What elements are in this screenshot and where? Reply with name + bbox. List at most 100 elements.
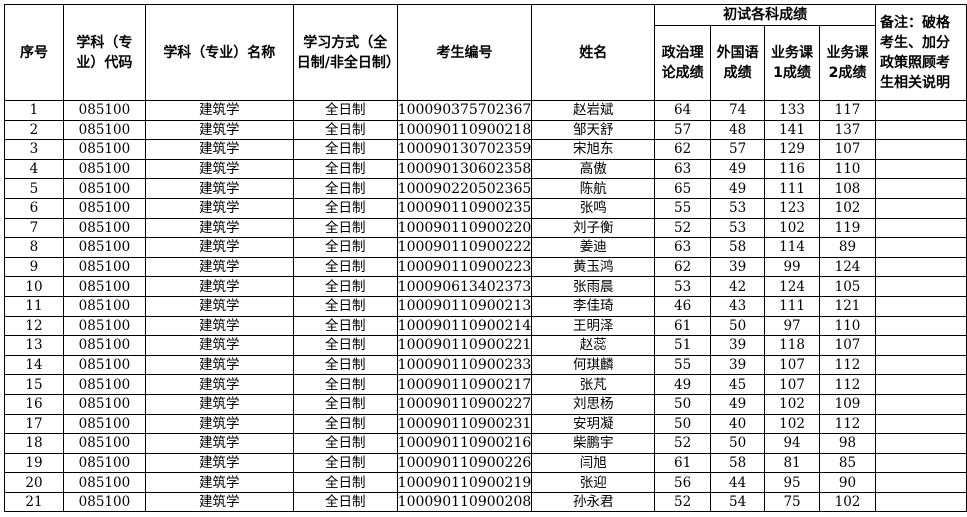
cell-student-name: 高傲 — [531, 158, 656, 180]
score-table: 序号 学科（专业）代码 学科（专业）名称 学习方式（全日制/非全日制） 考生编号… — [4, 4, 967, 513]
cell-code: 085100 — [62, 276, 146, 297]
cell-course2: 98 — [819, 433, 876, 454]
header-exam-id: 考生编号 — [396, 4, 533, 101]
cell-exam-id: 100090110900214 — [396, 315, 533, 337]
cell-seq: 3 — [4, 139, 64, 160]
cell-course1: 114 — [764, 237, 821, 258]
cell-course2: 112 — [819, 374, 876, 395]
cell-code: 085100 — [62, 335, 146, 356]
cell-politics: 46 — [654, 295, 712, 317]
cell-study-mode: 全日制 — [292, 217, 398, 239]
cell-study-mode: 全日制 — [292, 237, 398, 258]
cell-course1: 95 — [764, 472, 821, 493]
cell-note — [874, 374, 967, 395]
cell-student-name: 黄玉鸿 — [531, 256, 656, 278]
table-row: 11 085100 建筑学 全日制 100090110900213 李佳琦 46 43 111 1… — [4, 295, 967, 317]
cell-note — [874, 139, 967, 160]
cell-study-mode: 全日制 — [292, 158, 398, 180]
table-row: 7 085100 建筑学 全日制 100090110900220 刘子衡 52 53 102 11… — [4, 217, 967, 239]
cell-exam-id: 100090110900227 — [396, 393, 533, 415]
header-code: 学科（专业）代码 — [62, 4, 146, 101]
cell-seq: 9 — [4, 256, 64, 278]
cell-exam-id: 100090613402373 — [396, 276, 533, 297]
cell-seq: 8 — [4, 237, 64, 258]
cell-course1: 94 — [764, 433, 821, 454]
table-row: 2 085100 建筑学 全日制 100090110900218 邹天舒 57 48 141 13… — [4, 119, 967, 141]
cell-course2: 124 — [819, 256, 876, 278]
cell-course2: 137 — [819, 119, 876, 141]
cell-course1: 141 — [764, 119, 821, 141]
cell-code: 085100 — [62, 237, 146, 258]
cell-note — [874, 315, 967, 337]
cell-study-mode: 全日制 — [292, 276, 398, 297]
cell-politics: 50 — [654, 413, 712, 435]
cell-student-name: 张雨晨 — [531, 276, 656, 297]
cell-course2: 105 — [819, 276, 876, 297]
cell-foreign-language: 57 — [710, 139, 766, 160]
cell-exam-id: 100090130702359 — [396, 139, 533, 160]
cell-study-mode: 全日制 — [292, 393, 398, 415]
cell-course2: 89 — [819, 237, 876, 258]
cell-course2: 110 — [819, 315, 876, 337]
cell-exam-id: 100090130602358 — [396, 158, 533, 180]
cell-course2: 112 — [819, 354, 876, 376]
cell-course2: 109 — [819, 393, 876, 415]
cell-politics: 65 — [654, 178, 712, 199]
cell-seq: 6 — [4, 197, 64, 219]
cell-course1: 107 — [764, 374, 821, 395]
cell-seq: 17 — [4, 413, 64, 435]
cell-course2: 102 — [819, 491, 876, 513]
cell-course1: 75 — [764, 491, 821, 513]
cell-code: 085100 — [62, 100, 146, 121]
cell-note — [874, 491, 967, 513]
cell-foreign-language: 44 — [710, 472, 766, 493]
cell-course1: 129 — [764, 139, 821, 160]
cell-foreign-language: 50 — [710, 315, 766, 337]
cell-course1: 133 — [764, 100, 821, 121]
cell-student-name: 邹天舒 — [531, 119, 656, 141]
header-note: 备注：破格考生、加分政策照顾考生相关说明 — [874, 4, 967, 101]
cell-seq: 11 — [4, 295, 64, 317]
header-seq: 序号 — [4, 4, 64, 101]
cell-foreign-language: 53 — [710, 217, 766, 239]
cell-major-name: 建筑学 — [144, 100, 294, 121]
cell-exam-id: 100090110900213 — [396, 295, 533, 317]
cell-code: 085100 — [62, 374, 146, 395]
cell-student-name: 李佳琦 — [531, 295, 656, 317]
cell-course1: 97 — [764, 315, 821, 337]
table-row: 13 085100 建筑学 全日制 100090110900221 赵蕊 51 39 118 10… — [4, 335, 967, 356]
cell-foreign-language: 53 — [710, 197, 766, 219]
cell-seq: 5 — [4, 178, 64, 199]
cell-foreign-language: 48 — [710, 119, 766, 141]
cell-course1: 102 — [764, 217, 821, 239]
cell-exam-id: 100090110900221 — [396, 335, 533, 356]
cell-politics: 62 — [654, 256, 712, 278]
cell-code: 085100 — [62, 472, 146, 493]
cell-course1: 116 — [764, 158, 821, 180]
cell-exam-id: 100090110900233 — [396, 354, 533, 376]
cell-student-name: 陈航 — [531, 178, 656, 199]
table-row: 15 085100 建筑学 全日制 100090110900217 张芃 49 45 107 11… — [4, 374, 967, 395]
cell-exam-id: 100090110900220 — [396, 217, 533, 239]
cell-course2: 85 — [819, 452, 876, 474]
cell-note — [874, 256, 967, 278]
cell-foreign-language: 58 — [710, 237, 766, 258]
header-scores-group: 初试各科成绩 — [654, 4, 876, 26]
cell-major-name: 建筑学 — [144, 413, 294, 435]
cell-politics: 62 — [654, 139, 712, 160]
cell-student-name: 王明泽 — [531, 315, 656, 337]
cell-note — [874, 433, 967, 454]
cell-code: 085100 — [62, 433, 146, 454]
cell-seq: 4 — [4, 158, 64, 180]
cell-note — [874, 452, 967, 474]
cell-study-mode: 全日制 — [292, 197, 398, 219]
cell-course1: 99 — [764, 256, 821, 278]
cell-course2: 90 — [819, 472, 876, 493]
cell-politics: 52 — [654, 217, 712, 239]
cell-politics: 57 — [654, 119, 712, 141]
cell-foreign-language: 50 — [710, 433, 766, 454]
cell-note — [874, 178, 967, 199]
cell-code: 085100 — [62, 295, 146, 317]
cell-politics: 49 — [654, 374, 712, 395]
table-row: 16 085100 建筑学 全日制 100090110900227 刘思杨 50 49 102 1… — [4, 393, 967, 415]
